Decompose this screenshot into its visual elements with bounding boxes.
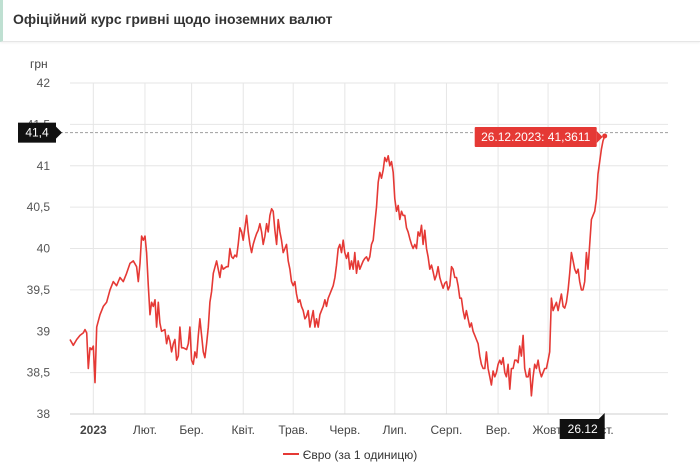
series-line-euro — [69, 135, 606, 397]
x-tick-label: Трав. — [278, 423, 308, 437]
x-tick-label: Черв. — [329, 423, 360, 437]
y-tick-label: 39 — [37, 324, 51, 338]
hover-point — [602, 133, 608, 139]
tooltip-pointer — [596, 131, 603, 143]
x-cursor-label-box — [559, 419, 605, 439]
x-tick-label: Лют. — [133, 423, 157, 437]
x-cursor-label: 26.12 — [568, 422, 598, 436]
page-title: Офіційний курс гривні щодо іноземних вал… — [13, 11, 333, 27]
y-tick-label: 38,5 — [27, 366, 51, 380]
chart-legend[interactable]: Євро (за 1 одиницю) — [0, 448, 700, 462]
crosshair-label-pointer — [56, 126, 62, 139]
x-tick-label: Квіт. — [231, 423, 255, 437]
legend-swatch — [282, 452, 299, 455]
x-tick-label: Серп. — [431, 423, 463, 437]
x-tick-label: 2023 — [80, 423, 107, 437]
y-tick-label: 40,5 — [27, 200, 51, 214]
y-tick-label: 42 — [37, 76, 51, 90]
y-tick-label: 41 — [37, 159, 51, 173]
y-axis-title: грн — [30, 57, 48, 71]
legend-label: Євро (за 1 одиницю) — [302, 448, 418, 462]
y-tick-label: 40 — [37, 242, 51, 256]
tooltip-label: 26.12.2023: 41,3611 — [481, 130, 591, 144]
x-tick-label: Жовт. — [532, 423, 563, 437]
crosshair-label-box — [18, 122, 56, 143]
y-tick-label: 38 — [37, 407, 51, 421]
x-tick-label: Бер. — [179, 423, 204, 437]
x-cursor-label-pointer — [598, 413, 605, 419]
x-tick-label: Лип. — [383, 423, 407, 437]
page-header: Офіційний курс гривні щодо іноземних вал… — [0, 0, 700, 42]
grid-lines — [70, 82, 668, 415]
y-tick-label: 39,5 — [27, 283, 51, 297]
crosshair-label: 41,4 — [25, 126, 49, 140]
tooltip-box — [474, 127, 597, 147]
x-tick-label: Вер. — [486, 423, 511, 437]
